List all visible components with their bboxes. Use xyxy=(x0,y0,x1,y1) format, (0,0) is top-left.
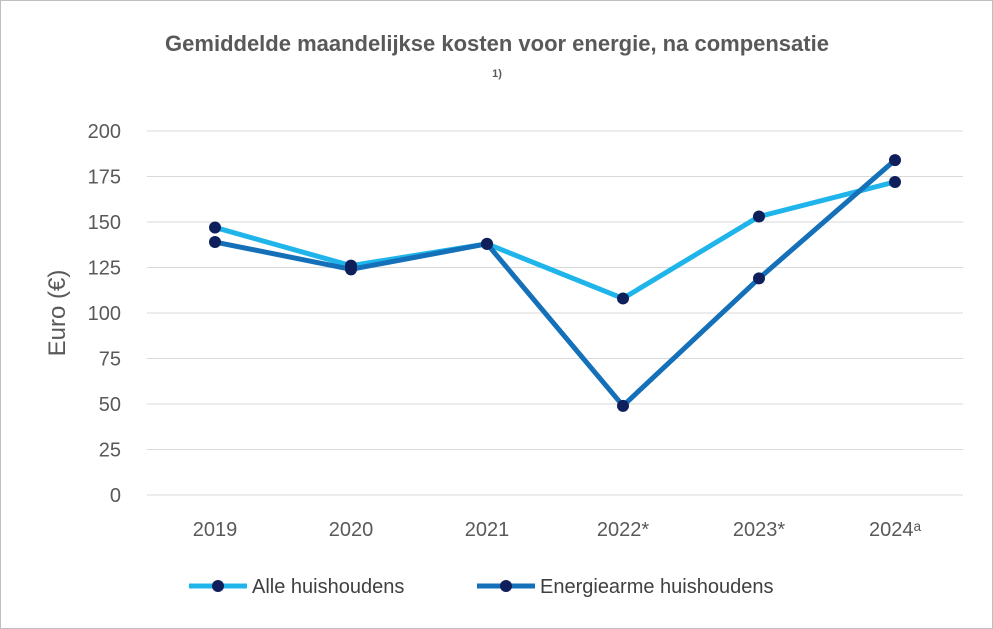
y-axis-label: Euro (€) xyxy=(44,270,71,357)
data-point-s2 xyxy=(209,236,221,249)
y-tick-label: 75 xyxy=(99,349,121,371)
y-tick-label: 200 xyxy=(88,121,121,143)
x-tick-label: 2022* xyxy=(597,519,649,541)
y-tick-label: 0 xyxy=(110,485,121,507)
y-tick-label: 125 xyxy=(88,258,121,280)
data-point-s2 xyxy=(889,154,901,167)
series-line-1 xyxy=(212,179,898,301)
x-tick-label: 2021 xyxy=(465,519,510,541)
data-point-s1 xyxy=(209,221,221,234)
x-tick-label: 2019 xyxy=(193,519,238,541)
y-tick-labels: 0 25 50 75 100 125 150 175 200 xyxy=(88,121,121,507)
x-tick-labels: 2019 2020 2021 2022* 2023* 2024ᵃ xyxy=(193,519,922,541)
legend-item-1: Alle huishoudens xyxy=(189,576,404,598)
x-tick-label: 2020 xyxy=(329,519,374,541)
data-point-s1 xyxy=(753,210,765,223)
data-point-s2 xyxy=(617,399,629,412)
y-tick-label: 175 xyxy=(88,167,121,189)
series-line-2 xyxy=(212,157,898,409)
gridlines xyxy=(147,130,963,496)
x-tick-label: 2024ᵃ xyxy=(869,519,921,541)
y-tick-label: 100 xyxy=(88,303,121,325)
legend: Alle huishoudens Energiearme huishoudens xyxy=(189,576,774,598)
series-lines xyxy=(209,154,901,412)
legend-label: Alle huishoudens xyxy=(252,576,404,598)
y-tick-label: 25 xyxy=(99,440,121,462)
y-tick-label: 150 xyxy=(88,212,121,234)
legend-marker xyxy=(212,580,224,592)
chart-subtitle: 1) xyxy=(492,68,502,80)
chart-title: Gemiddelde maandelijkse kosten voor ener… xyxy=(165,31,829,56)
data-point-s1 xyxy=(889,175,901,188)
data-point-s2 xyxy=(753,272,765,285)
data-point-s2 xyxy=(345,263,357,276)
data-point-s1 xyxy=(617,292,629,305)
legend-marker xyxy=(500,580,512,592)
y-tick-label: 50 xyxy=(99,394,121,416)
x-tick-label: 2023* xyxy=(733,519,785,541)
legend-label: Energiearme huishoudens xyxy=(540,576,774,598)
legend-item-2: Energiearme huishoudens xyxy=(477,576,774,598)
data-point-s2 xyxy=(481,237,493,250)
